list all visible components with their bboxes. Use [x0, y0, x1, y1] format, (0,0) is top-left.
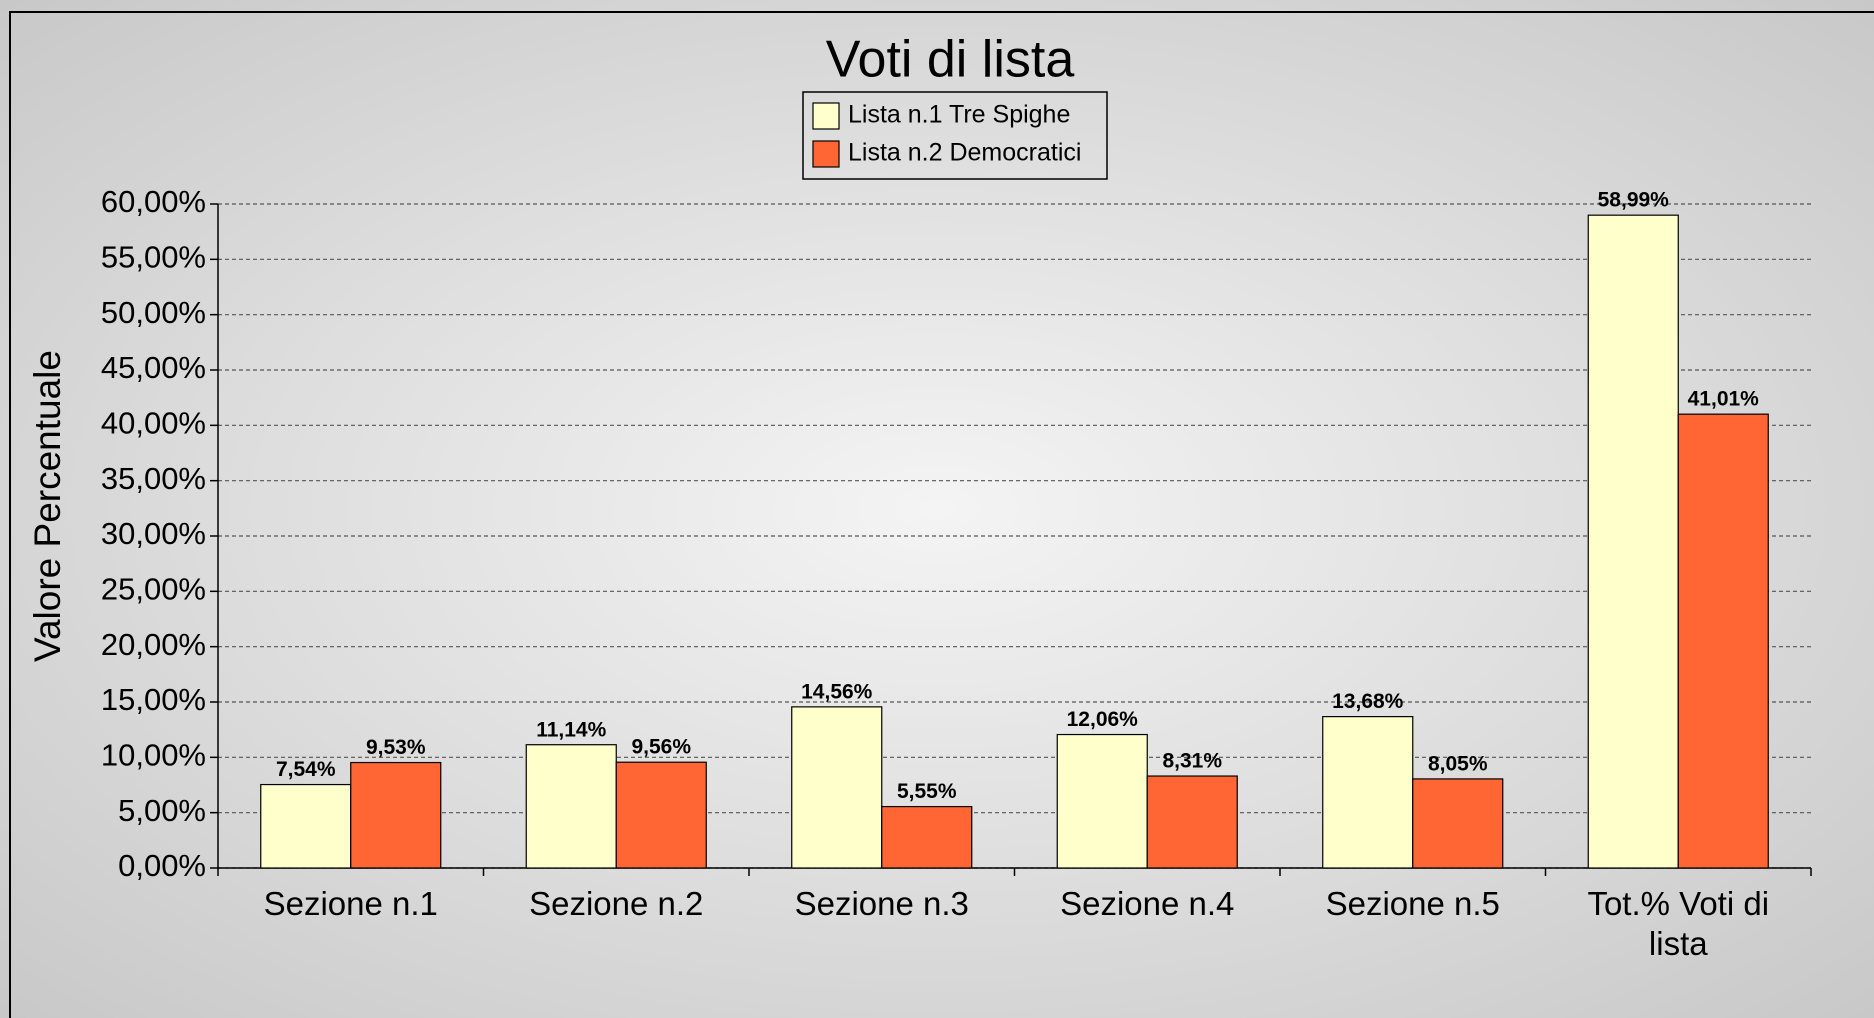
legend-label: Lista n.1 Tre Spighe: [848, 101, 1070, 129]
y-tick-label: 5,00%: [118, 793, 206, 828]
y-tick-label: 30,00%: [101, 516, 206, 551]
bar: [1677, 413, 1769, 869]
y-axis-label: Valore Percentuale: [27, 350, 68, 662]
y-tick-label: 15,00%: [101, 682, 206, 717]
bar: [881, 805, 973, 869]
data-label: 7,54%: [276, 758, 336, 781]
y-tick-label: 20,00%: [101, 627, 206, 662]
y-tick-label: 25,00%: [101, 572, 206, 607]
data-label: 12,06%: [1067, 708, 1139, 731]
legend-swatch: [812, 140, 840, 168]
x-tick-label: Sezione n.5: [1325, 885, 1500, 922]
y-tick-label: 0,00%: [118, 848, 206, 883]
bar: [1146, 775, 1238, 869]
data-label: 5,55%: [897, 780, 957, 803]
data-label: 9,53%: [366, 736, 426, 759]
bar: [260, 783, 352, 869]
data-label: 8,05%: [1428, 752, 1488, 775]
y-tick-label: 60,00%: [101, 184, 206, 219]
data-label: 58,99%: [1598, 189, 1670, 212]
data-label: 9,56%: [631, 736, 691, 759]
chart-title: Voti di lista: [826, 31, 1075, 89]
legend-box: [802, 91, 1108, 180]
x-tick-label: Sezione n.1: [263, 885, 438, 922]
y-tick-label: 55,00%: [101, 240, 206, 275]
x-tick-label: Sezione n.2: [529, 885, 704, 922]
bar: [1587, 214, 1679, 869]
data-label: 13,68%: [1332, 690, 1404, 713]
bar: [615, 761, 707, 869]
y-tick-label: 50,00%: [101, 295, 206, 330]
data-label: 11,14%: [536, 718, 606, 741]
legend-label: Lista n.2 Democratici: [848, 139, 1081, 167]
y-tick-label: 10,00%: [101, 738, 206, 773]
bar: [1412, 778, 1504, 869]
bar: [791, 706, 883, 869]
data-label: 8,31%: [1162, 750, 1222, 773]
legend-swatch: [812, 102, 840, 130]
data-label: 14,56%: [801, 680, 873, 703]
x-tick-label: Tot.% Voti di lista: [1587, 885, 1770, 962]
bar: [525, 744, 617, 869]
y-tick-label: 40,00%: [101, 406, 206, 441]
bar: [1056, 733, 1148, 869]
bar: [1322, 716, 1414, 869]
bar: [350, 761, 442, 869]
frame: [9, 11, 1874, 1018]
data-label: 41,01%: [1688, 388, 1760, 411]
y-tick-label: 35,00%: [101, 461, 206, 496]
x-tick-label: Sezione n.3: [794, 885, 969, 922]
y-tick-label: 45,00%: [101, 350, 206, 385]
x-tick-label: Sezione n.4: [1060, 885, 1235, 922]
